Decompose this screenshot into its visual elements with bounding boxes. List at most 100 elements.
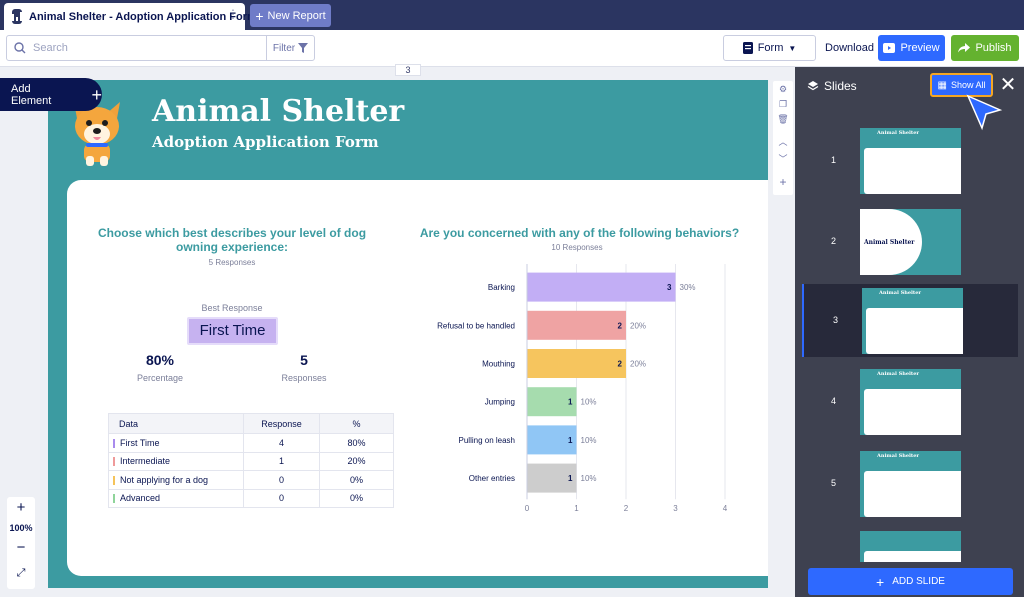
responses-label: Responses <box>281 373 327 383</box>
publish-button[interactable]: Publish <box>951 35 1019 61</box>
zoom-level: 100% <box>9 523 33 533</box>
chart-percent-label: 30% <box>680 283 696 292</box>
toolbar: Filter Form ▼ Download Preview Publish <box>0 30 1024 67</box>
add-slide-label: ADD SLIDE <box>892 576 945 587</box>
row-label-cell: First Time <box>108 433 244 453</box>
download-button[interactable]: Download <box>822 35 874 61</box>
slide-thumbnail-partial[interactable] <box>802 527 1018 562</box>
chart-percent-label: 10% <box>581 398 597 407</box>
question-1-line-1: Choose which best describes your level o… <box>97 226 367 240</box>
color-bullet <box>113 475 115 485</box>
chart-x-tick: 3 <box>673 504 678 513</box>
search-input[interactable] <box>29 36 266 60</box>
q2-responses-count: 10 Responses <box>551 243 603 252</box>
new-report-button[interactable]: + New Report <box>250 4 331 27</box>
thumb-title: Animal Shelter <box>877 130 920 136</box>
row-percent: 80% <box>319 433 394 453</box>
q1-data-table: Data Response % First Time 4 80% Intermedia… <box>108 413 394 508</box>
chart-bar <box>527 425 577 455</box>
form-label: Form <box>757 42 784 54</box>
color-bullet <box>113 438 115 448</box>
fullscreen-icon[interactable]: ⤢ <box>16 567 26 579</box>
form-icon <box>742 42 753 54</box>
slide-thumbnail-5[interactable]: 5 Animal Shelter <box>802 447 1018 520</box>
color-bullet <box>113 494 115 504</box>
question-1-line-2: owning experience: <box>175 240 289 254</box>
content-card: Choose which best describes your level o… <box>67 180 768 576</box>
more-vertical-icon[interactable]: ⋮ <box>227 7 239 21</box>
new-report-label: New Report <box>267 9 326 22</box>
slide-thumbnail-4[interactable]: 4 Animal Shelter <box>802 365 1018 438</box>
thumb-title: Animal Shelter <box>877 453 920 459</box>
gear-icon[interactable]: ⚙ <box>778 84 788 94</box>
report-slide[interactable]: Animal Shelter Adoption Application Form… <box>48 80 768 588</box>
chevron-down-icon: ▼ <box>788 43 797 53</box>
copy-icon[interactable]: ❐ <box>778 99 788 109</box>
row-label: Intermediate <box>120 456 171 467</box>
best-response-label: Best Response <box>201 303 263 313</box>
chart-value-label: 2 <box>618 321 623 330</box>
slide-thumbnail-1[interactable]: 1 Animal Shelter <box>802 124 1018 197</box>
filter-button[interactable]: Filter <box>266 36 314 60</box>
chart-bar <box>527 349 626 378</box>
row-label: Advanced <box>120 493 161 504</box>
search-box: Filter <box>6 35 315 61</box>
top-bar: Animal Shelter - Adoption Application Fo… <box>0 0 1024 30</box>
show-all-label: Show All <box>950 80 986 90</box>
slide-thumbnail-2[interactable]: 2 Animal Shelter <box>802 205 1018 278</box>
chart-category-label: Pulling on leash <box>459 436 515 445</box>
chart-value-label: 1 <box>568 436 573 445</box>
zoom-out-icon[interactable]: − <box>16 539 26 556</box>
download-label: Download <box>825 42 874 54</box>
report-tab[interactable]: Animal Shelter - Adoption Application Fo… <box>4 3 257 30</box>
slide-preview: Animal Shelter <box>860 369 961 435</box>
slide-subtitle: Adoption Application Form <box>152 133 379 151</box>
chart-x-tick: 2 <box>624 504 629 513</box>
slide-number: 4 <box>831 396 837 406</box>
slide-thumbnail-3[interactable]: 3 Animal Shelter <box>802 284 1018 357</box>
slide-number: 1 <box>831 155 837 165</box>
preview-button[interactable]: Preview <box>878 35 945 61</box>
slide-tools: ⚙ ❐ 🗑 ︿ ﹀ + <box>773 81 793 195</box>
add-element-button[interactable]: Add Element + <box>0 78 102 111</box>
slide-preview: Animal Shelter <box>860 209 961 275</box>
zoom-in-icon[interactable]: + <box>16 499 26 516</box>
close-panel-icon[interactable]: ✕ <box>999 74 1017 96</box>
show-all-button[interactable]: ▦ Show All <box>930 73 993 97</box>
row-percent: 0% <box>319 470 394 490</box>
trash-icon[interactable]: 🗑 <box>777 114 789 124</box>
preview-label: Preview <box>900 42 940 54</box>
row-label: Not applying for a dog <box>120 474 209 485</box>
plus-icon[interactable]: + <box>779 175 787 189</box>
slide-preview: Animal Shelter <box>860 128 961 194</box>
table-row: Intermediate 1 20% <box>108 451 394 471</box>
percentage-value: 80% <box>145 352 175 368</box>
chart-bar <box>527 310 626 340</box>
row-response: 1 <box>243 451 320 471</box>
chart-bar <box>527 272 676 302</box>
row-response: 0 <box>243 470 320 490</box>
add-slide-button[interactable]: + ADD SLIDE <box>808 568 1013 595</box>
row-percent: 20% <box>319 451 394 471</box>
table-row: Not applying for a dog 0 0% <box>108 470 394 490</box>
chevron-up-icon[interactable]: ︿ <box>778 137 788 147</box>
plus-icon: + <box>255 7 264 24</box>
chart-bar <box>527 387 577 417</box>
slide-number: 5 <box>831 478 837 488</box>
zoom-controls: + 100% − ⤢ <box>7 497 35 589</box>
question-1: Choose which best describes your level o… <box>97 226 367 254</box>
form-dropdown-button[interactable]: Form ▼ <box>723 35 816 61</box>
q1-responses-count: 5 Responses <box>208 258 256 267</box>
slide-number: 3 <box>833 315 839 325</box>
chart-value-label: 2 <box>618 360 623 369</box>
slide-preview: Animal Shelter <box>860 451 961 517</box>
best-response-value: First Time <box>187 317 278 345</box>
thumb-title: Animal Shelter <box>864 239 915 246</box>
thumb-title: Animal Shelter <box>879 290 922 296</box>
chevron-down-icon[interactable]: ﹀ <box>778 154 788 164</box>
grid-icon: ▦ <box>937 79 947 91</box>
filter-label: Filter <box>272 42 296 54</box>
chart-percent-label: 20% <box>630 360 646 369</box>
pointer-cursor-icon <box>966 94 1003 131</box>
row-percent: 0% <box>319 488 394 508</box>
